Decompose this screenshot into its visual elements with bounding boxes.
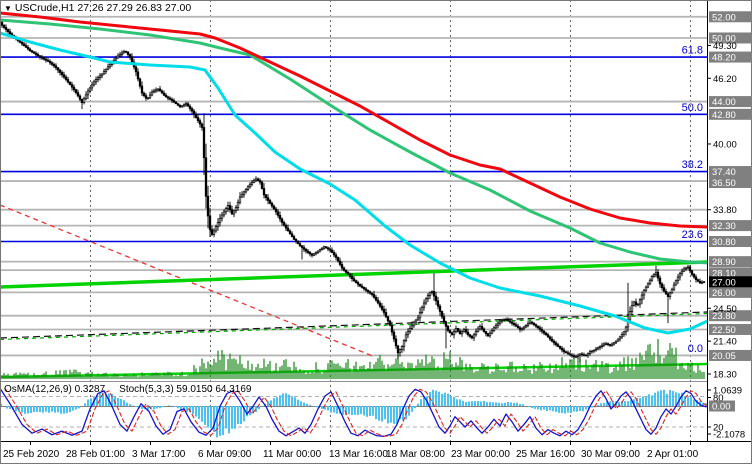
moving-averages bbox=[0, 11, 714, 335]
indicator-pane bbox=[0, 381, 752, 438]
fibonacci-lines bbox=[0, 56, 707, 243]
svg-text:0.00: 0.00 bbox=[712, 402, 731, 413]
time-label: 6 Mar 09:00 bbox=[198, 449, 252, 460]
current-price-label: 27.00 bbox=[712, 277, 736, 288]
price-level-label: 23.80 bbox=[712, 311, 736, 322]
price-level-label: 36.50 bbox=[712, 178, 736, 189]
price-axis[interactable] bbox=[708, 0, 752, 441]
svg-text:1.0639: 1.0639 bbox=[713, 386, 742, 397]
svg-text:50.0: 50.0 bbox=[682, 102, 703, 114]
price-level-label: 30.80 bbox=[712, 237, 736, 248]
price-level-label: 50.00 bbox=[712, 33, 736, 44]
time-label: 25 Mar 16:00 bbox=[516, 449, 575, 460]
fibonacci-labels: 61.8 50.0 38.2 23.6 0.0 bbox=[682, 45, 703, 355]
price-level-label: 20.05 bbox=[712, 351, 736, 362]
price-tick-label: 40.00 bbox=[713, 139, 737, 150]
time-label: 2 Apr 01:00 bbox=[647, 449, 699, 460]
price-level-label: 52.00 bbox=[712, 12, 736, 23]
chart-title-bar: ▼ USCrude,H1 27.26 27.29 26.83 27.00 bbox=[4, 2, 191, 14]
time-label: 11 Mar 00:00 bbox=[263, 449, 322, 460]
chart-title: USCrude,H1 27.26 27.29 26.83 27.00 bbox=[14, 2, 192, 14]
candlesticks bbox=[0, 18, 706, 363]
price-level-label: 28.10 bbox=[712, 269, 736, 280]
price-level-label: 42.80 bbox=[712, 110, 736, 121]
time-label: 23 Mar 00:00 bbox=[451, 449, 510, 460]
volume-bars bbox=[1, 339, 705, 379]
price-tick-label: 18.30 bbox=[713, 370, 737, 381]
time-label: 13 Mar 16:00 bbox=[329, 449, 388, 460]
price-level-label: 37.40 bbox=[712, 167, 736, 178]
price-level-label: 32.30 bbox=[712, 221, 736, 232]
price-level-label: 48.20 bbox=[712, 53, 736, 64]
indicator-labels: OsMA(12,26,9) 0.3287 Stoch(5,3,3) 59.0150… bbox=[4, 384, 252, 395]
svg-text:-2.1078: -2.1078 bbox=[713, 430, 745, 441]
time-label: 18 Mar 08:00 bbox=[386, 449, 445, 460]
time-axis[interactable] bbox=[0, 442, 752, 464]
time-label: 25 Feb 2020 bbox=[3, 449, 60, 460]
price-tick-label: 49.30 bbox=[713, 41, 737, 52]
osma-label: OsMA(12,26,9) 0.3287 bbox=[4, 384, 106, 395]
svg-text:38.2: 38.2 bbox=[682, 159, 703, 171]
price-level-label: 28.90 bbox=[712, 257, 736, 268]
price-tick-label: 24.50 bbox=[713, 304, 737, 315]
time-label: 3 Mar 17:00 bbox=[132, 449, 186, 460]
price-level-label: 26.00 bbox=[712, 288, 736, 299]
trendlines bbox=[0, 204, 708, 379]
stoch-label: Stoch(5,3,3) 59.0150 64.3169 bbox=[119, 384, 252, 395]
support-resistance-lines bbox=[0, 15, 707, 357]
price-level-label: 44.00 bbox=[712, 97, 736, 108]
svg-text:0.0: 0.0 bbox=[688, 343, 703, 355]
price-tick-label: 33.80 bbox=[713, 205, 737, 216]
price-tick-label: 21.40 bbox=[713, 337, 737, 348]
symbol-menu-marker[interactable]: ▼ bbox=[4, 4, 12, 13]
price-level-label: 22.50 bbox=[712, 325, 736, 336]
svg-text:61.8: 61.8 bbox=[682, 45, 703, 57]
time-label: 30 Mar 09:00 bbox=[581, 449, 640, 460]
price-tick-label: 46.20 bbox=[713, 74, 737, 85]
svg-text:23.6: 23.6 bbox=[682, 229, 703, 241]
time-label: 28 Feb 01:00 bbox=[66, 449, 125, 460]
svg-text:20: 20 bbox=[713, 423, 724, 434]
svg-text:80: 80 bbox=[713, 393, 724, 404]
